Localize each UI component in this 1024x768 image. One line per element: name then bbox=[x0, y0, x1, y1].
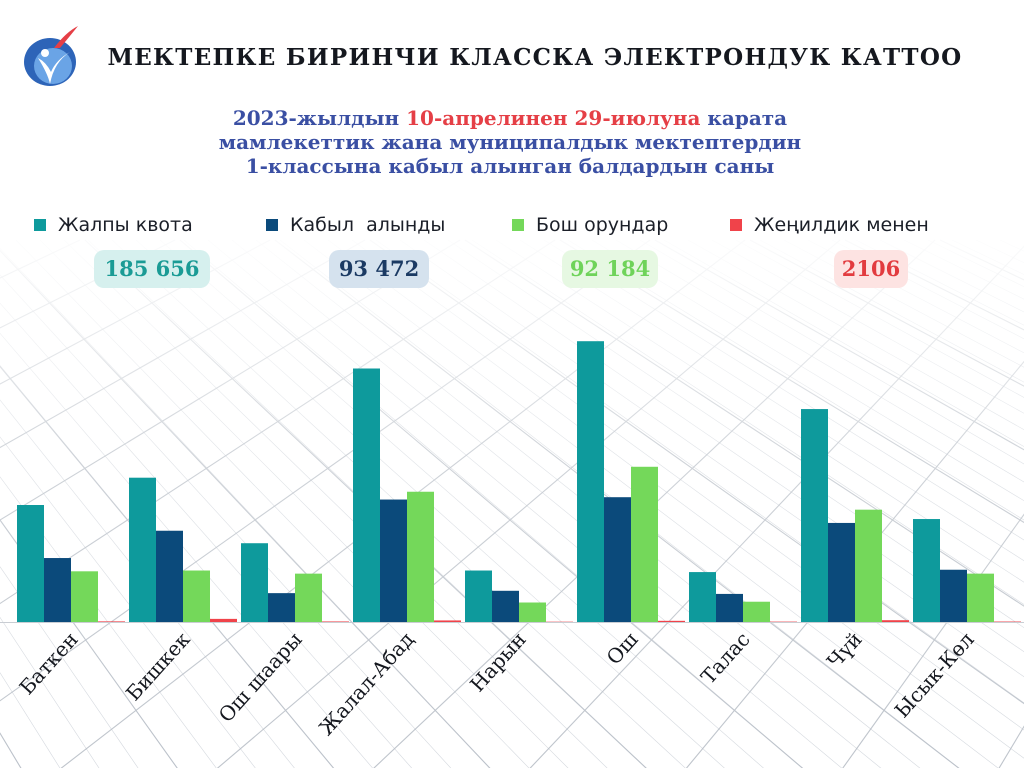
bar-3-2 bbox=[183, 570, 210, 622]
bar-3-6 bbox=[631, 466, 658, 622]
subtitle-line-3: 1-классына кабыл алынган балдардын саны bbox=[245, 154, 775, 178]
x-tick-label: Ош шаары bbox=[214, 627, 307, 727]
total-privileged-badge: 2106 bbox=[834, 250, 908, 288]
bar-3-4 bbox=[407, 491, 434, 622]
bar-4-1 bbox=[98, 621, 125, 623]
bar-3-8 bbox=[855, 509, 882, 622]
legend-item-privileged: Жеңилдик менен bbox=[730, 212, 929, 238]
legend-swatch bbox=[512, 219, 524, 231]
legend-item-accepted: Кабыл алынды bbox=[266, 212, 445, 238]
bar-4-6 bbox=[658, 620, 685, 622]
bar-2-4 bbox=[380, 499, 407, 622]
page-subtitle: 2023-жылдын 10-апрелинен 29-июлуна карат… bbox=[100, 106, 920, 178]
x-tick-label: Ош bbox=[601, 627, 643, 669]
x-tick-label: Ысык-Көл bbox=[890, 627, 979, 722]
legend-swatch bbox=[730, 219, 742, 231]
subtitle-line-1: 2023-жылдын 10-апрелинен 29-июлуна карат… bbox=[100, 106, 920, 130]
subtitle-text: карата bbox=[700, 106, 788, 130]
bar-2-2 bbox=[156, 530, 183, 622]
bar-3-3 bbox=[295, 573, 322, 622]
bar-4-4 bbox=[434, 620, 461, 622]
total-accepted-badge: 93 472 bbox=[329, 250, 429, 288]
bar-1-7 bbox=[689, 572, 716, 622]
legend-label: Бош орундар bbox=[536, 214, 669, 236]
logo-icon bbox=[24, 26, 78, 86]
total-vacant-badge: 92 184 bbox=[562, 250, 658, 288]
legend-label: Кабыл алынды bbox=[290, 214, 446, 236]
bar-3-1 bbox=[71, 571, 98, 622]
x-tick-label: Жалал-Абад bbox=[314, 627, 419, 740]
bar-1-9 bbox=[913, 519, 940, 622]
x-tick-label: Нарын bbox=[465, 627, 531, 696]
bar-1-3 bbox=[241, 543, 268, 622]
legend-item-vacant: Бош орундар bbox=[512, 212, 668, 238]
legend-swatch bbox=[266, 219, 278, 231]
bar-4-2 bbox=[210, 618, 237, 622]
bar-1-5 bbox=[465, 570, 492, 622]
bar-2-3 bbox=[268, 593, 295, 622]
total-quota-badge: 185 656 bbox=[94, 250, 210, 288]
x-tick-label: Талас bbox=[696, 627, 755, 688]
bar-2-6 bbox=[604, 497, 631, 622]
bar-2-1 bbox=[44, 558, 71, 622]
x-tick-label: Чүй bbox=[822, 627, 867, 673]
bar-1-1 bbox=[17, 505, 44, 622]
bar-3-5 bbox=[519, 602, 546, 622]
bar-4-3 bbox=[322, 621, 349, 623]
legend-swatch bbox=[34, 219, 46, 231]
legend-label: Жеңилдик менен bbox=[754, 214, 929, 236]
legend-item-total-quota: Жалпы квота bbox=[34, 212, 193, 238]
bar-2-5 bbox=[492, 590, 519, 622]
legend-label: Жалпы квота bbox=[58, 214, 193, 236]
bar-1-2 bbox=[129, 477, 156, 622]
bar-1-6 bbox=[577, 341, 604, 622]
bar-1-4 bbox=[353, 368, 380, 622]
subtitle-line-2: мамлекеттик жана муниципалдык мектептерд… bbox=[218, 130, 802, 154]
bar-4-8 bbox=[882, 620, 909, 622]
x-tick-label: Бишкек bbox=[121, 627, 195, 705]
subtitle-date-range: 10-апрелинен 29-июлуна bbox=[406, 106, 701, 130]
bar-2-8 bbox=[828, 522, 855, 622]
x-tick-label: Баткен bbox=[14, 627, 82, 699]
bar-2-7 bbox=[716, 593, 743, 622]
bar-3-9 bbox=[967, 573, 994, 622]
bar-1-8 bbox=[801, 409, 828, 622]
bar-3-7 bbox=[743, 601, 770, 622]
subtitle-text: 2023-жылдын bbox=[232, 106, 407, 130]
page-title: МЕКТЕПКЕ БИРИНЧИ КЛАССКА ЭЛЕКТРОНДУК КАТ… bbox=[107, 44, 963, 71]
bar-2-9 bbox=[940, 569, 967, 622]
